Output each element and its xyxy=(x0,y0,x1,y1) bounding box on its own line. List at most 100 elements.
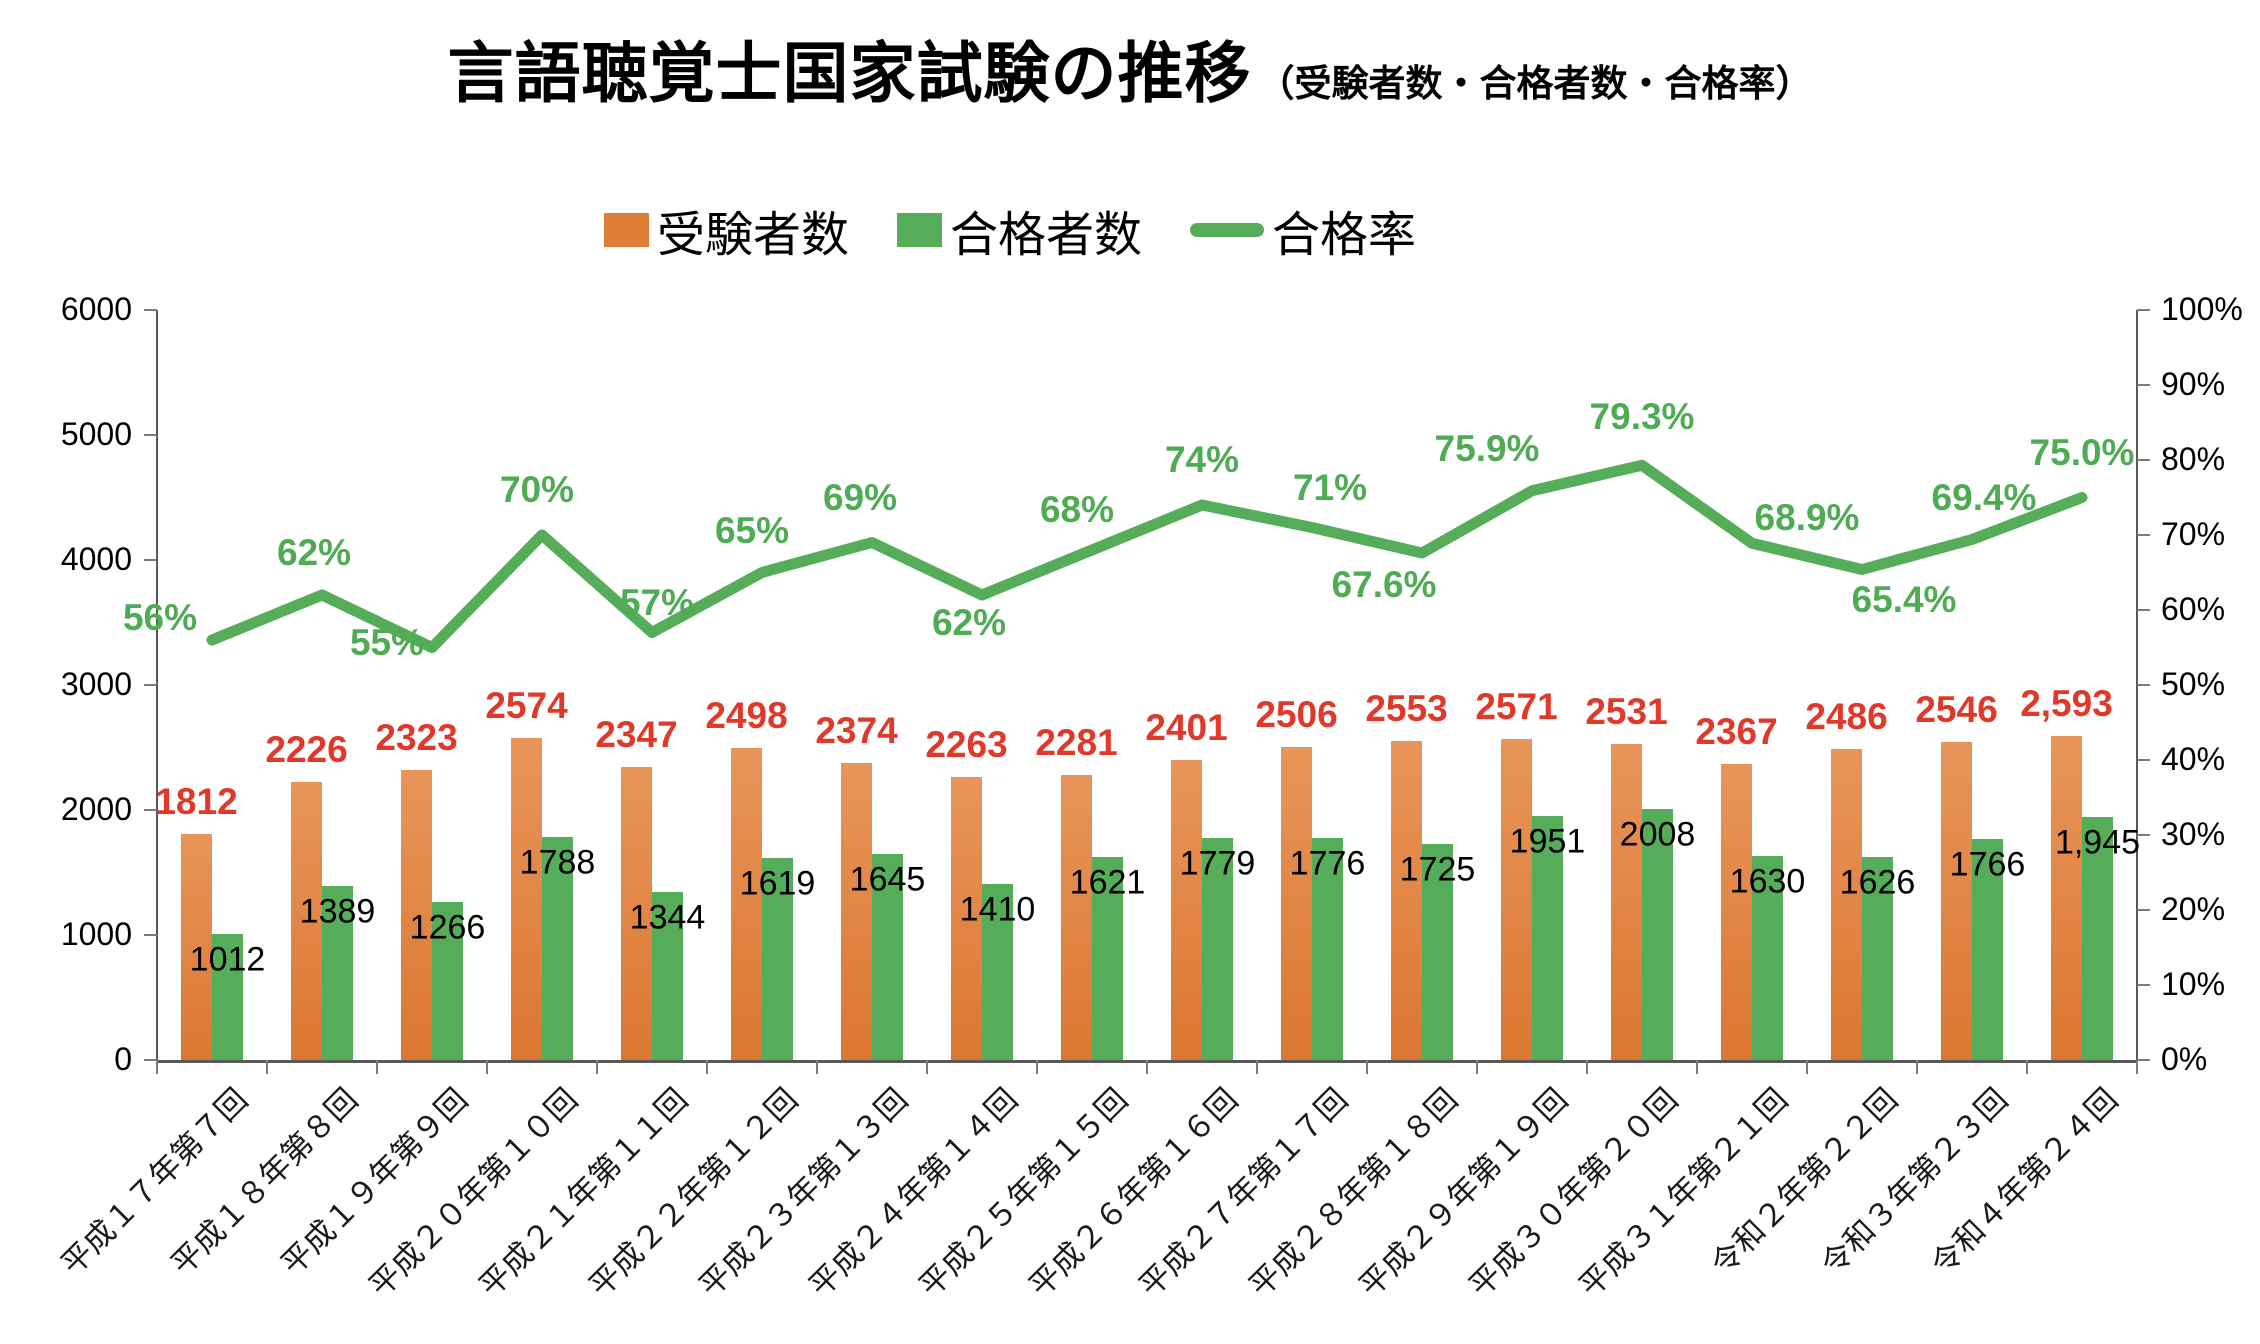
pass-rate-label: 65% xyxy=(714,509,790,551)
legend-item-examinees: 受験者数 xyxy=(603,195,849,265)
passers-value-label: 1344 xyxy=(629,898,706,937)
x-axis-tick xyxy=(376,1060,378,1074)
passers-value-label: 1776 xyxy=(1289,844,1366,883)
bar-examinees xyxy=(951,777,982,1060)
examinees-value-label: 2367 xyxy=(1695,711,1778,753)
x-axis-tick xyxy=(1696,1060,1698,1074)
pass-rate-label: 75.9% xyxy=(1434,427,1540,469)
x-axis-tick xyxy=(1476,1060,1478,1074)
chart-title-row: 言語聴覚士国家試験の推移 （受験者数・合格者数・合格率） xyxy=(0,20,2260,116)
examinees-value-label: 2323 xyxy=(375,716,458,758)
bar-passers xyxy=(1312,838,1343,1060)
passers-value-label: 1626 xyxy=(1839,863,1916,902)
right-axis-tick-label: 10% xyxy=(2161,966,2226,1002)
examinees-value-label: 2506 xyxy=(1255,693,1338,735)
examinees-value-label: 2571 xyxy=(1475,685,1558,727)
pass-rate-label: 70% xyxy=(499,469,575,510)
left-axis-tick xyxy=(144,434,157,436)
right-axis-tick-label: 0% xyxy=(2161,1041,2208,1077)
bar-passers xyxy=(1532,816,1563,1060)
chart-subtitle: （受験者数・合格者数・合格率） xyxy=(1257,63,1813,104)
left-axis-tick-label: 2000 xyxy=(60,791,132,827)
pass-rate-label: 68% xyxy=(1039,489,1115,530)
passers-value-label: 1725 xyxy=(1399,850,1476,889)
passers-value-label: 1266 xyxy=(409,908,486,947)
right-axis-tick xyxy=(2137,759,2150,761)
examinees-value-label: 2574 xyxy=(485,685,568,727)
x-axis-tick xyxy=(1036,1060,1038,1074)
right-axis-tick xyxy=(2137,834,2150,836)
left-axis-tick-label: 6000 xyxy=(60,291,132,327)
pass-rate-label: 69% xyxy=(822,476,898,518)
x-axis-tick xyxy=(156,1060,158,1074)
bar-passers xyxy=(1642,809,1673,1060)
x-axis-tick xyxy=(2026,1060,2028,1074)
bar-examinees xyxy=(511,738,542,1060)
examinees-value-label: 2486 xyxy=(1805,696,1888,738)
bar-examinees xyxy=(1831,749,1862,1060)
right-axis-tick-label: 30% xyxy=(2161,816,2226,852)
right-axis-tick xyxy=(2137,909,2150,911)
pass-rate-label: 67.6% xyxy=(1331,564,1437,605)
pass-rate-label: 74% xyxy=(1164,439,1240,480)
x-axis-tick xyxy=(1806,1060,1808,1074)
examinees-value-label: 2498 xyxy=(705,694,788,736)
examinees-value-label: 2226 xyxy=(265,728,348,770)
x-axis-tick xyxy=(266,1060,268,1074)
right-axis-tick xyxy=(2137,384,2150,386)
x-axis-tick xyxy=(1256,1060,1258,1074)
right-axis-tick-label: 40% xyxy=(2161,741,2226,777)
examinees-value-label: 2531 xyxy=(1585,690,1668,732)
right-axis-tick xyxy=(2137,1059,2150,1061)
pass-rate-label: 62% xyxy=(931,602,1007,643)
bar-examinees xyxy=(401,769,432,1060)
bar-passers xyxy=(1092,857,1123,1060)
passers-value-label: 1630 xyxy=(1729,862,1806,901)
legend-swatch-examinees xyxy=(603,213,649,247)
examinees-value-label: 2553 xyxy=(1365,687,1448,729)
right-axis-tick-label: 80% xyxy=(2161,441,2226,477)
passers-value-label: 1951 xyxy=(1509,822,1586,861)
left-axis-tick-label: 1000 xyxy=(60,916,132,952)
bar-examinees xyxy=(2051,735,2082,1060)
bar-examinees xyxy=(1171,759,1202,1060)
legend: 受験者数 合格者数 合格率 xyxy=(0,192,2020,268)
right-axis-tick xyxy=(2137,984,2150,986)
x-axis-tick xyxy=(596,1060,598,1074)
left-axis-tick-label: 4000 xyxy=(60,541,132,577)
right-axis-tick-label: 90% xyxy=(2161,366,2226,402)
legend-swatch-passers xyxy=(896,213,942,247)
y-axis-left xyxy=(156,310,158,1060)
legend-item-pass-rate: 合格率 xyxy=(1190,195,1416,265)
passers-value-label: 1645 xyxy=(849,860,926,899)
pass-rate-label: 55% xyxy=(349,621,425,663)
passers-value-label: 1788 xyxy=(519,843,596,881)
bar-passers xyxy=(1862,856,1893,1060)
bar-examinees xyxy=(1941,741,1972,1060)
right-axis-tick-label: 70% xyxy=(2161,516,2226,552)
bar-passers xyxy=(1202,837,1233,1060)
right-axis-tick-label: 20% xyxy=(2161,891,2226,927)
bar-passers xyxy=(872,854,903,1060)
pass-rate-label: 65.4% xyxy=(1851,578,1957,620)
right-axis-tick xyxy=(2137,534,2150,536)
bar-passers xyxy=(982,883,1013,1060)
bar-passers xyxy=(1422,844,1453,1060)
examinees-value-label: 2374 xyxy=(815,710,898,752)
pass-rate-label: 57% xyxy=(619,581,695,623)
right-axis-tick xyxy=(2137,459,2150,461)
left-axis-tick xyxy=(144,684,157,686)
x-axis-tick xyxy=(486,1060,488,1074)
pass-rate-label: 62% xyxy=(276,532,352,573)
passers-value-label: 1766 xyxy=(1949,845,2026,884)
pass-rate-label: 71% xyxy=(1292,466,1368,508)
bar-examinees xyxy=(1391,740,1422,1060)
passers-value-label: 1389 xyxy=(299,892,376,931)
passers-value-label: 2008 xyxy=(1619,815,1696,854)
x-axis-tick xyxy=(706,1060,708,1074)
bar-examinees xyxy=(291,781,322,1060)
x-axis-tick xyxy=(926,1060,928,1074)
pass-rate-label: 75.0% xyxy=(2029,431,2135,473)
